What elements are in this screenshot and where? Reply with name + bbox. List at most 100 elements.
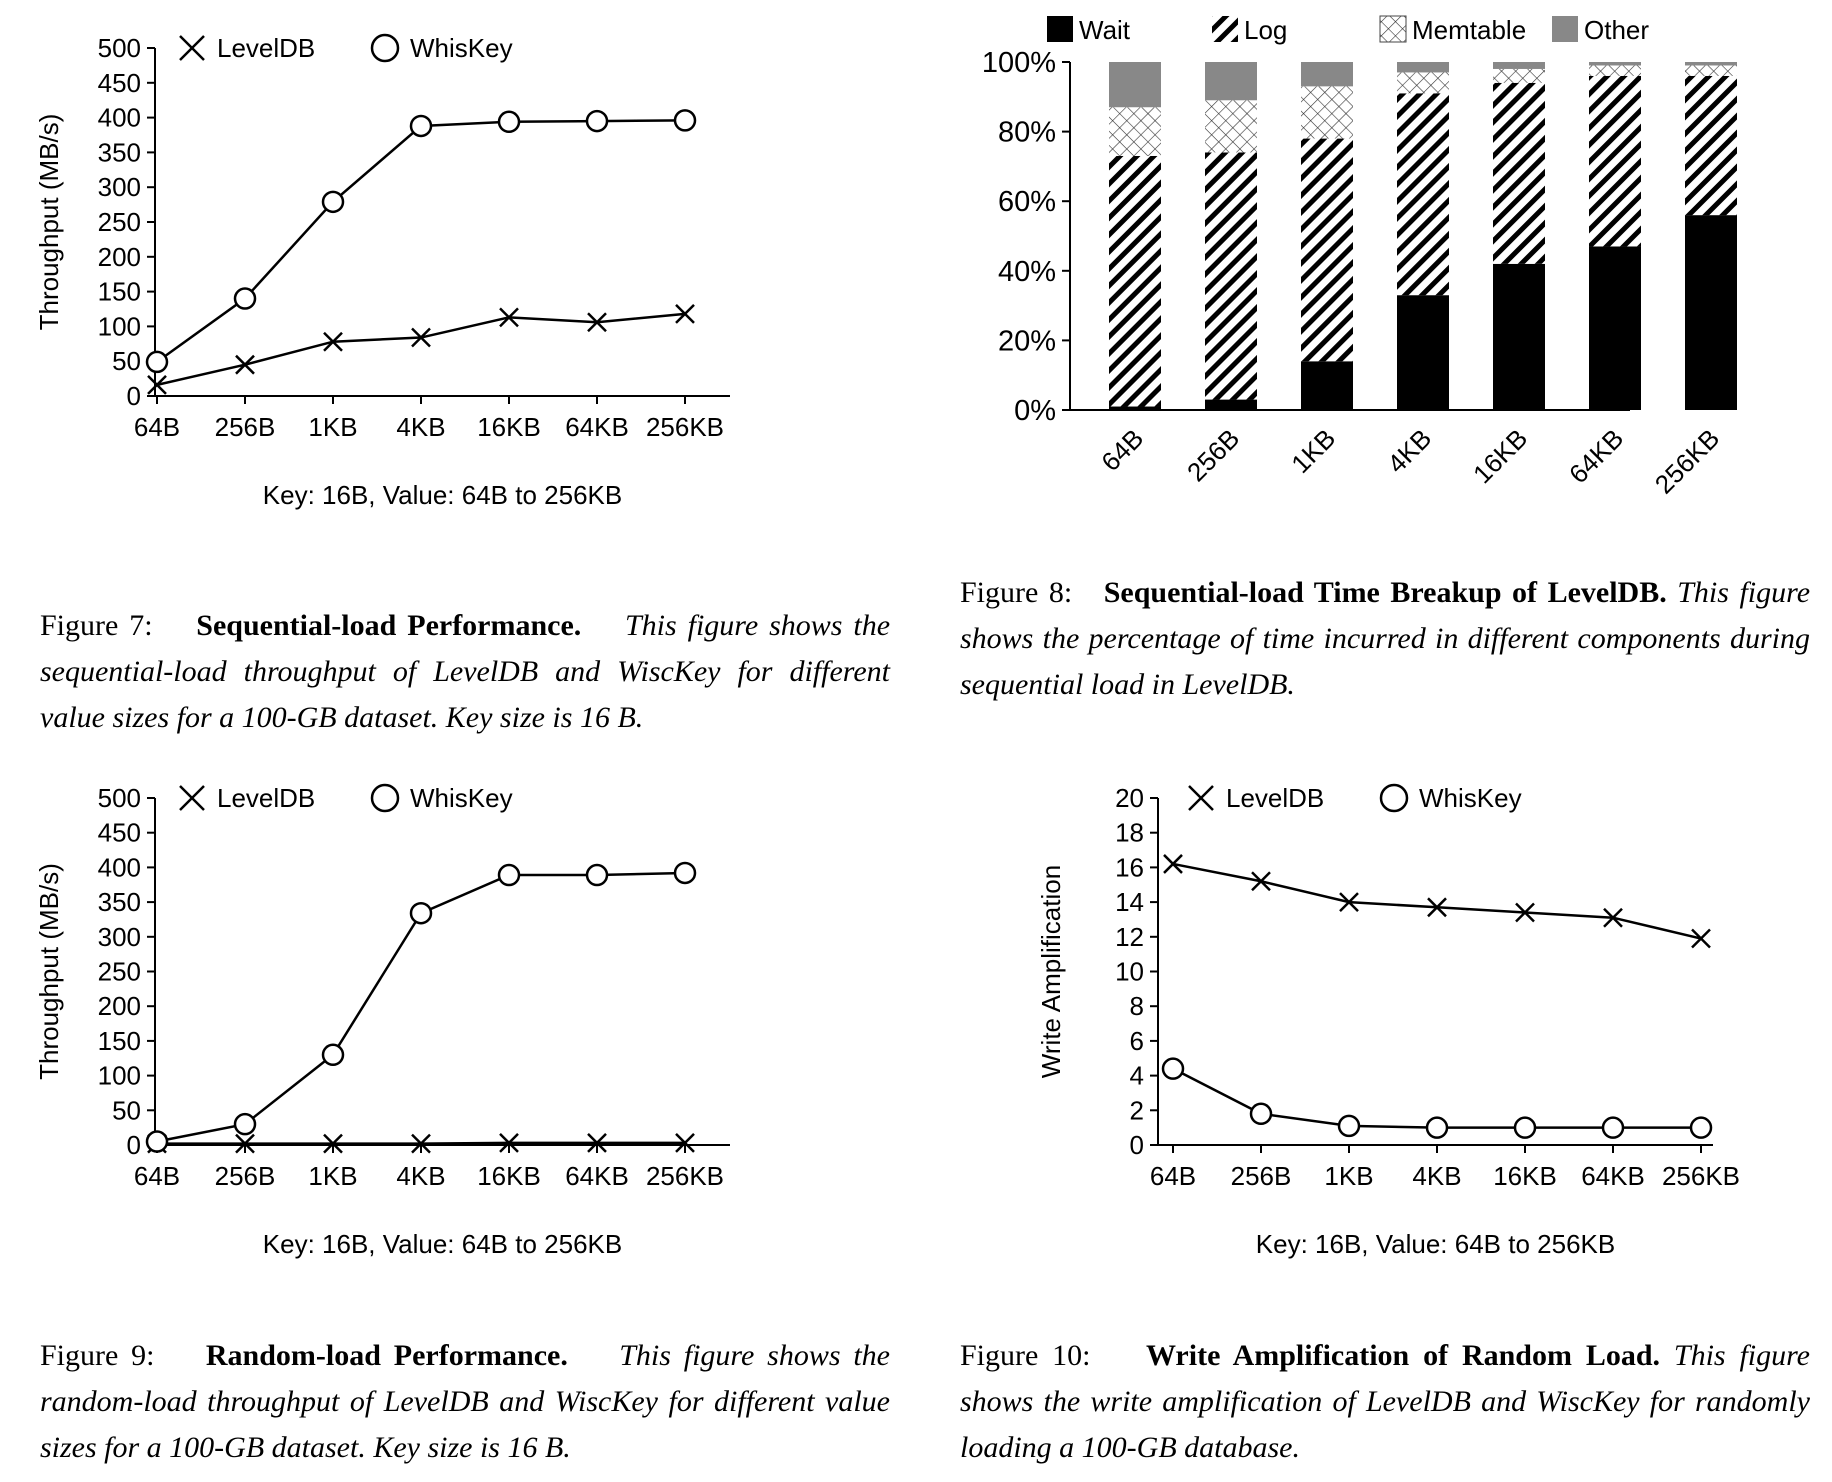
fig10-leveldb-point	[1691, 928, 1711, 949]
fig10-y-tick-label: 14	[1115, 887, 1144, 917]
fig10-series-leveldb-line	[1172, 862, 1702, 940]
fig7-leveldb-point	[675, 303, 695, 324]
fig8-legend-log-label: Log	[1244, 15, 1287, 45]
fig10-legend-leveldb-marker-stroke-b	[1188, 785, 1214, 811]
fig7-y-tick-label: 250	[98, 207, 141, 237]
figure-10: 0 2 4 6 8 10 12 14 16 18 20 64B 256B 1KB 4KB 16KB 64KB 25…	[950, 770, 1820, 1480]
fig8-x-tick-label: 16KB	[1467, 423, 1533, 489]
fig9-leveldb-point-stroke-b	[499, 1133, 519, 1153]
fig9-x-tick-label: 4KB	[396, 1161, 445, 1191]
fig8-bar-log	[1685, 75, 1737, 216]
fig8-caption-desc: This figure shows the percentage of time…	[960, 576, 1811, 701]
fig8-bar-memtable	[1685, 65, 1737, 76]
fig8-bar-log	[1301, 138, 1353, 362]
fig9-legend-leveldb-marker	[179, 785, 205, 811]
fig8-bar-wait	[1685, 215, 1737, 410]
fig9-x-tick-label: 64KB	[565, 1161, 629, 1191]
fig7-legend-whiskey-marker	[370, 33, 400, 63]
fig10-x-tick-label: 64KB	[1581, 1161, 1645, 1191]
fig8-bar-wait	[1589, 246, 1641, 410]
fig8-y-tick-label: 40%	[998, 256, 1056, 288]
fig8-bar-memtable	[1205, 100, 1257, 153]
fig10-y-tick-label: 12	[1115, 922, 1144, 952]
fig10-whiskey-point	[1601, 1116, 1625, 1139]
fig9-whiskey-point	[145, 1130, 169, 1153]
fig7-leveldb-point	[587, 312, 607, 333]
fig8-legend-wait-label: Wait	[1079, 15, 1131, 45]
fig10-y-tick-label: 18	[1115, 818, 1144, 848]
fig8-y-tick-label: 60%	[998, 186, 1056, 218]
fig10-y-axis-label: Write Amplification	[1036, 865, 1066, 1078]
fig8-bar-wait	[1205, 399, 1257, 410]
fig9-leveldb-point	[587, 1133, 607, 1153]
fig9-x-tick-label: 256KB	[646, 1161, 724, 1191]
fig8-x-tick-label: 64KB	[1563, 423, 1629, 489]
fig10-legend-leveldb-marker	[1188, 785, 1214, 811]
fig9-whiskey-point	[321, 1043, 345, 1067]
fig8-x-tick-label: 64B	[1095, 423, 1149, 477]
fig7-legend-leveldb-marker-stroke-b	[179, 35, 205, 61]
fig8-bar-other	[1109, 62, 1161, 108]
fig7-legend-whiskey-label: WhisKey	[410, 33, 513, 63]
fig9-x-tick-label: 1KB	[308, 1161, 357, 1191]
fig7-y-tick-label: 100	[98, 311, 141, 341]
fig7-whiskey-point	[497, 110, 521, 134]
fig8-bar-memtable	[1109, 107, 1161, 156]
fig7-x-axis-label: Key: 16B, Value: 64B to 256KB	[263, 480, 622, 510]
fig10-leveldb-point-stroke-b	[1603, 907, 1623, 928]
fig8-x-tick-label: 256B	[1181, 423, 1245, 487]
fig9-y-tick-label: 250	[98, 957, 141, 987]
fig9-leveldb-point	[499, 1133, 519, 1153]
fig8-y-tick-label: 100%	[982, 47, 1056, 79]
fig8-bar-other	[1301, 62, 1353, 87]
fig10-y-tick-label: 0	[1130, 1130, 1144, 1160]
fig7-whiskey-point	[673, 109, 697, 132]
fig10-leveldb-point-stroke-b	[1339, 892, 1359, 912]
fig7-x-tick-label: 16KB	[477, 412, 541, 442]
fig8-x-tick-label: 4KB	[1381, 423, 1437, 479]
fig9-caption: Figure 9: Random-load Performance. This …	[40, 1333, 890, 1471]
fig9-caption-desc: This figure shows the random-load throug…	[40, 1339, 890, 1464]
fig10-leveldb-point	[1603, 907, 1623, 928]
fig10-leveldb-point	[1339, 892, 1359, 912]
fig8-bar-memtable	[1397, 72, 1449, 94]
fig7-y-tick-label: 500	[98, 33, 141, 63]
fig7-x-tick-label: 256KB	[646, 412, 724, 442]
fig7-y-tick-label: 200	[98, 242, 141, 272]
fig10-leveldb-point	[1427, 897, 1447, 918]
fig8-x-tick-label: 256KB	[1649, 423, 1725, 499]
fig10-x-tick-label: 4KB	[1412, 1161, 1461, 1191]
fig7-caption-desc: This figure shows the sequential-load th…	[40, 609, 891, 734]
fig7-y-tick-label: 450	[98, 68, 141, 98]
fig10-y-tick-label: 4	[1130, 1061, 1144, 1091]
fig8-legend-memtable-swatch	[1379, 15, 1407, 43]
fig7-leveldb-point-stroke-b	[323, 331, 343, 352]
fig7-leveldb-point-stroke-b	[235, 354, 255, 375]
fig9-leveldb-point	[411, 1133, 431, 1154]
fig7-whiskey-point	[321, 190, 345, 214]
fig10-y-tick-label: 8	[1130, 991, 1144, 1021]
fig10-leveldb-point-stroke-b	[1515, 902, 1535, 923]
fig8-bar-other	[1397, 62, 1449, 73]
fig8-caption-lead: Figure 8:	[960, 576, 1073, 609]
fig8-y-tick-label: 80%	[998, 117, 1056, 149]
fig9-legend-leveldb-label: LevelDB	[217, 783, 315, 813]
fig9-x-axis-label: Key: 16B, Value: 64B to 256KB	[263, 1229, 622, 1259]
fig8-bar-other	[1205, 62, 1257, 101]
fig7-leveldb-point-stroke-b	[587, 312, 607, 333]
fig8-caption: Figure 8: Sequential-load Time Breakup o…	[960, 570, 1810, 708]
fig9-legend-whiskey-label: WhisKey	[410, 783, 513, 813]
fig8-legend-memtable-label: Memtable	[1412, 15, 1526, 45]
fig7-x-tick-label: 256B	[215, 412, 276, 442]
fig8-legend-wait-swatch	[1047, 16, 1073, 42]
fig10-whiskey-point	[1249, 1102, 1273, 1126]
fig7-leveldb-point	[499, 307, 519, 328]
fig7-leveldb-point-stroke-b	[411, 327, 431, 348]
fig10-caption-title: Write Amplification of Random Load.	[1145, 1339, 1661, 1372]
fig7-legend-leveldb-label: LevelDB	[217, 33, 315, 63]
fig10-line-chart: 0 2 4 6 8 10 12 14 16 18 20 64B 256B 1KB 4KB 16KB 64KB 25…	[1036, 783, 1740, 1259]
fig9-x-tick-label: 16KB	[477, 1161, 541, 1191]
fig7-leveldb-point	[411, 327, 431, 348]
fig8-stacked-bar-chart: 0% 20% 40% 60% 80% 100% 64B 256B 1KB 4KB 16KB 64KB 2…	[982, 15, 1737, 499]
fig9-y-tick-label: 450	[98, 818, 141, 848]
